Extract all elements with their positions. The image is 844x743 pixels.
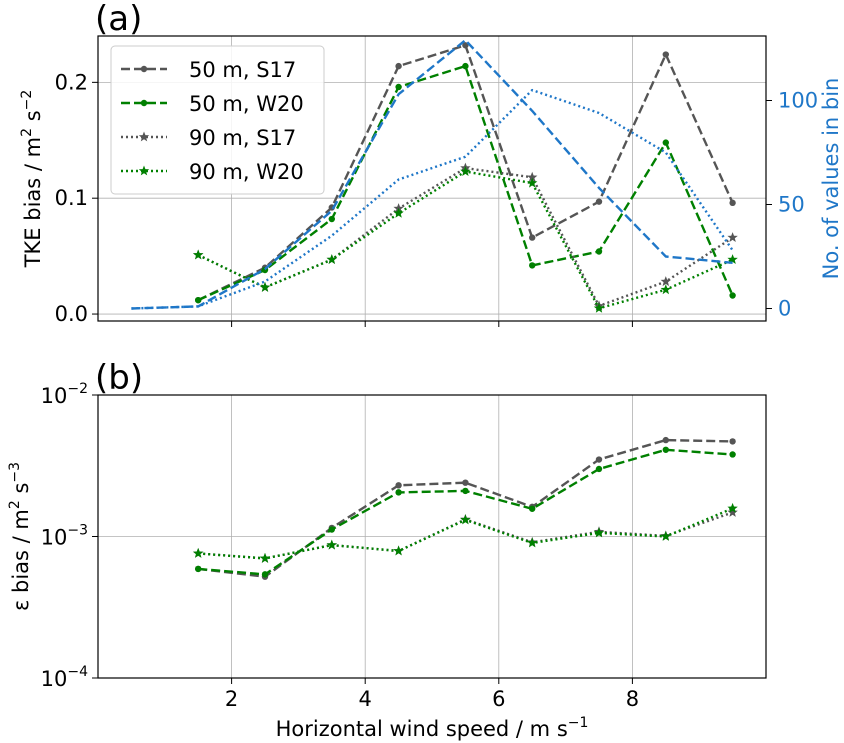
series-50-m-s17 bbox=[195, 436, 736, 580]
data-point bbox=[727, 254, 738, 264]
y-tick-label: 0.0 bbox=[55, 302, 88, 326]
data-point bbox=[595, 198, 603, 205]
legend: 50 m, S17 50 m, W20 90 m, S17 90 m, W20 bbox=[110, 45, 325, 195]
series-count-dashed bbox=[131, 39, 733, 310]
y-tick-label: 10−3 bbox=[41, 523, 88, 550]
series-50-m-w20 bbox=[195, 62, 736, 304]
legend-label: 90 m, S17 bbox=[189, 126, 296, 150]
legend-marker bbox=[138, 165, 150, 176]
data-point bbox=[393, 207, 404, 218]
data-point bbox=[193, 249, 204, 260]
y-tick-label: 10−4 bbox=[41, 664, 88, 691]
y-axis-label: TKE bias / m2 s−2 bbox=[19, 90, 45, 269]
data-point bbox=[527, 537, 538, 548]
legend-item: 90 m, S17 bbox=[121, 126, 296, 150]
data-point bbox=[662, 446, 669, 453]
data-point bbox=[462, 42, 469, 49]
data-point bbox=[193, 547, 204, 558]
series-line bbox=[131, 39, 733, 310]
x-tick-label: 2 bbox=[225, 687, 238, 711]
data-point bbox=[261, 571, 269, 578]
x-tick-label: 4 bbox=[359, 687, 372, 711]
data-point bbox=[593, 302, 605, 313]
data-point bbox=[395, 482, 402, 489]
panel-label: (a) bbox=[95, 0, 142, 39]
data-point bbox=[729, 292, 736, 299]
data-point bbox=[460, 514, 471, 525]
data-point bbox=[660, 276, 671, 287]
data-point bbox=[595, 248, 603, 255]
x-tick-label: 6 bbox=[492, 687, 505, 711]
legend-frame bbox=[110, 45, 325, 195]
data-point bbox=[195, 296, 202, 304]
data-point bbox=[729, 438, 736, 445]
legend-label: 50 m, W20 bbox=[189, 92, 304, 116]
data-point bbox=[527, 171, 538, 182]
legend-label: 90 m, W20 bbox=[189, 160, 304, 184]
data-point bbox=[660, 284, 671, 295]
data-point bbox=[593, 527, 605, 538]
panel-label: (b) bbox=[95, 358, 143, 398]
legend-label: 50 m, S17 bbox=[189, 58, 296, 82]
legend-marker bbox=[140, 99, 148, 107]
data-point bbox=[328, 215, 335, 223]
series-50-m-w20 bbox=[195, 446, 736, 578]
data-point bbox=[660, 531, 671, 541]
legend-item: 50 m, S17 bbox=[121, 58, 296, 82]
data-point bbox=[727, 502, 738, 513]
panel-a: 0.0 0.1 0.2 0 50 100 No. of values in bin TKE b… bbox=[19, 0, 843, 327]
data-point bbox=[395, 62, 402, 70]
data-point bbox=[326, 539, 337, 550]
data-point bbox=[460, 166, 471, 176]
data-point bbox=[662, 139, 669, 146]
x-tick-label: 8 bbox=[626, 687, 639, 711]
y-right-tick-label: 0 bbox=[778, 297, 791, 321]
data-point bbox=[393, 545, 404, 556]
data-point bbox=[259, 552, 271, 563]
data-point bbox=[195, 565, 202, 573]
data-point bbox=[729, 451, 736, 458]
data-point bbox=[462, 479, 469, 486]
y-tick-label: 0.1 bbox=[55, 186, 88, 210]
data-point bbox=[662, 51, 669, 58]
series-90-m-w20 bbox=[193, 502, 738, 563]
plot-frame bbox=[97, 35, 767, 322]
data-point bbox=[259, 281, 271, 292]
data-point bbox=[727, 506, 738, 517]
series-line bbox=[131, 88, 734, 310]
series-90-m-w20 bbox=[193, 166, 738, 313]
data-point bbox=[395, 489, 402, 496]
legend-marker bbox=[140, 65, 148, 73]
data-point bbox=[328, 526, 335, 533]
data-point bbox=[326, 254, 337, 264]
data-point bbox=[727, 232, 738, 242]
data-point bbox=[529, 505, 536, 512]
data-point bbox=[595, 465, 603, 473]
y-tick-label: 10−2 bbox=[41, 381, 88, 408]
y-tick-label: 0.2 bbox=[55, 70, 88, 94]
panel-b: 2 4 6 8 10−4 10−3 10−2 ε bias / m2 s−3 Horizonta… bbox=[7, 358, 767, 741]
y-right-tick-label: 50 bbox=[778, 193, 805, 217]
data-point bbox=[462, 487, 469, 495]
data-point bbox=[595, 456, 603, 463]
data-point bbox=[529, 234, 536, 241]
y-right-axis-label: No. of values in bin bbox=[819, 78, 843, 280]
y-axis-label: ε bias / m2 s−3 bbox=[7, 462, 33, 611]
data-point bbox=[729, 199, 736, 207]
y-right-tick-label: 100 bbox=[778, 88, 818, 112]
data-point bbox=[662, 436, 669, 444]
data-point bbox=[462, 62, 469, 70]
data-point bbox=[395, 83, 402, 91]
x-axis-label: Horizontal wind speed / m s−1 bbox=[276, 715, 589, 741]
data-point bbox=[527, 177, 538, 188]
legend-item: 50 m, W20 bbox=[121, 92, 304, 116]
legend-item: 90 m, W20 bbox=[121, 160, 304, 184]
data-point bbox=[529, 262, 536, 269]
series-count-dotted bbox=[131, 88, 734, 310]
legend-marker bbox=[138, 131, 150, 142]
